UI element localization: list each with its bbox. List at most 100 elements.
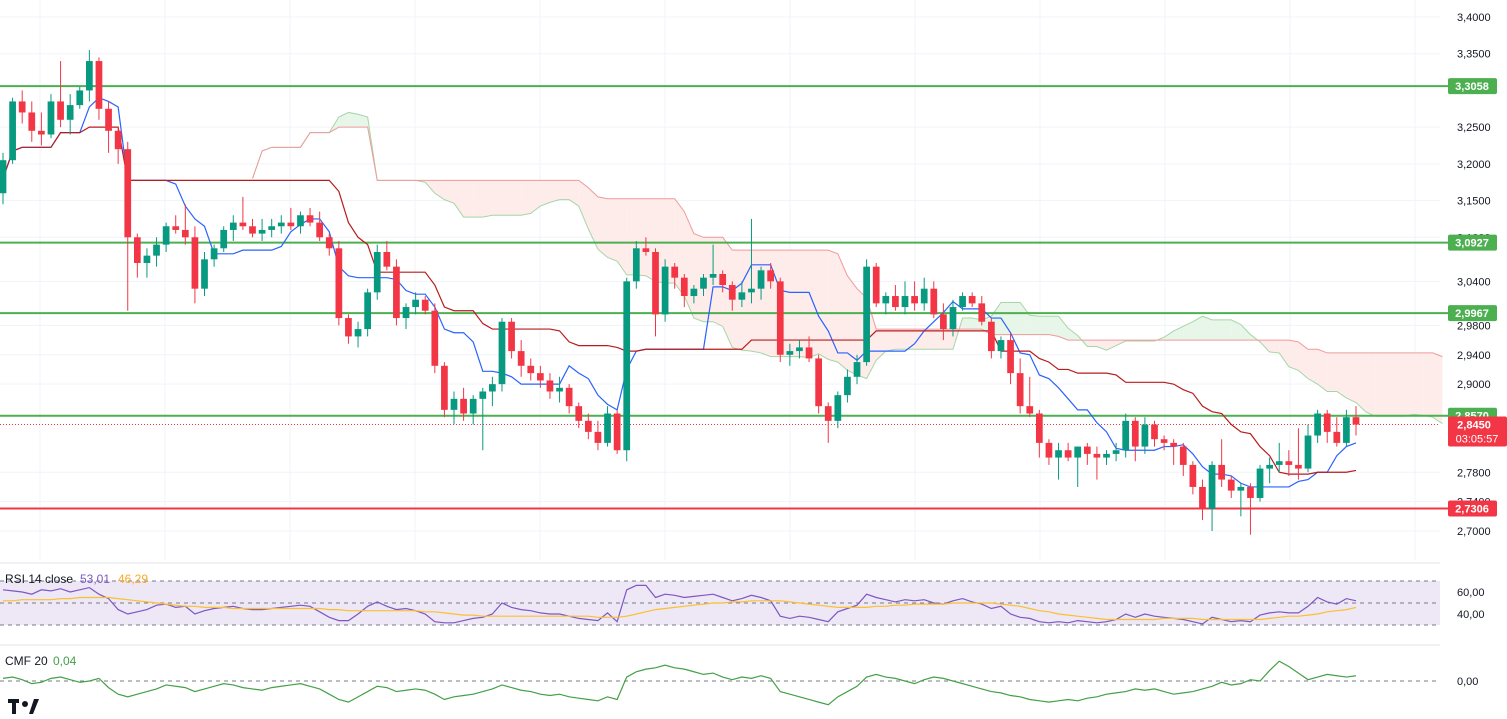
candle[interactable] [623, 277, 631, 462]
candle[interactable] [47, 94, 55, 139]
candle[interactable] [469, 395, 477, 425]
candle[interactable] [1179, 442, 1187, 476]
candle[interactable] [1064, 442, 1072, 462]
candle[interactable] [1122, 413, 1130, 458]
candle[interactable] [1208, 461, 1216, 531]
candle[interactable] [412, 292, 419, 315]
candle[interactable] [901, 281, 909, 315]
candle[interactable] [575, 402, 583, 429]
candle[interactable] [402, 303, 410, 330]
candle[interactable] [613, 409, 621, 454]
candle[interactable] [930, 281, 938, 319]
candle[interactable] [1295, 428, 1302, 480]
candle[interactable] [133, 233, 141, 278]
candle[interactable] [738, 281, 746, 308]
candle[interactable] [1314, 409, 1321, 443]
candle[interactable] [441, 362, 448, 418]
candle[interactable] [1275, 442, 1283, 473]
candle[interactable] [1352, 406, 1360, 436]
candle[interactable] [949, 299, 957, 337]
candle[interactable] [767, 262, 775, 289]
candle[interactable] [690, 285, 698, 304]
candle[interactable] [997, 336, 1005, 359]
candle[interactable] [479, 387, 487, 451]
candle[interactable] [632, 240, 640, 289]
candle[interactable] [824, 402, 832, 443]
candle[interactable] [1131, 417, 1139, 462]
candle[interactable] [556, 376, 563, 403]
candle[interactable] [1304, 424, 1312, 473]
candle[interactable] [700, 274, 707, 297]
candle[interactable] [1218, 439, 1226, 487]
candle[interactable] [652, 248, 659, 337]
candle[interactable] [114, 127, 122, 164]
candle[interactable] [1112, 442, 1120, 462]
candle[interactable] [1074, 446, 1082, 487]
candle[interactable] [489, 376, 496, 407]
candle[interactable] [968, 292, 976, 308]
candle[interactable] [28, 101, 36, 142]
candle[interactable] [642, 237, 650, 256]
candle[interactable] [364, 288, 371, 337]
candle[interactable] [844, 369, 851, 403]
candle[interactable] [373, 244, 381, 300]
candle[interactable] [229, 215, 237, 241]
candle[interactable] [757, 266, 765, 300]
candle[interactable] [393, 259, 400, 326]
candle[interactable] [1016, 358, 1024, 414]
candlestick-series[interactable] [0, 50, 1360, 535]
candle[interactable] [508, 318, 515, 359]
candle[interactable] [76, 86, 84, 109]
candle[interactable] [249, 218, 256, 238]
candle[interactable] [258, 218, 266, 241]
candle[interactable] [38, 112, 45, 146]
candle[interactable] [940, 303, 947, 341]
candle[interactable] [345, 314, 352, 344]
candle[interactable] [0, 152, 7, 205]
candle[interactable] [95, 57, 103, 120]
candle[interactable] [268, 218, 276, 238]
candle[interactable] [220, 226, 228, 252]
candle[interactable] [805, 336, 813, 363]
candle[interactable] [498, 318, 506, 392]
candle[interactable] [584, 413, 592, 440]
candle[interactable] [57, 61, 64, 128]
candle[interactable] [1026, 376, 1034, 418]
candle[interactable] [162, 222, 170, 252]
candle[interactable] [431, 303, 439, 374]
candle[interactable] [517, 340, 525, 377]
candle[interactable] [105, 101, 112, 153]
candle[interactable] [1170, 439, 1178, 465]
candle[interactable] [786, 343, 794, 366]
cmf-pane[interactable]: 0,00 [0, 660, 1478, 706]
candle[interactable] [1266, 457, 1273, 484]
candle[interactable] [210, 244, 218, 267]
candle[interactable] [1343, 409, 1350, 447]
candle[interactable] [201, 251, 208, 297]
candle[interactable] [911, 281, 918, 311]
candle[interactable] [1160, 435, 1168, 451]
candle[interactable] [421, 296, 429, 315]
candle[interactable] [306, 207, 314, 227]
candle[interactable] [1045, 439, 1053, 465]
candle[interactable] [796, 340, 803, 359]
candle[interactable] [1247, 483, 1254, 535]
candle[interactable] [297, 211, 304, 234]
candle[interactable] [882, 292, 890, 315]
candle[interactable] [719, 270, 727, 293]
candle[interactable] [1333, 417, 1341, 447]
candle[interactable] [834, 391, 842, 429]
candle[interactable] [316, 211, 324, 241]
candle[interactable] [671, 262, 679, 289]
candle[interactable] [460, 387, 467, 421]
candle[interactable] [920, 277, 928, 311]
candle[interactable] [9, 97, 16, 164]
candle[interactable] [1103, 450, 1110, 465]
candle[interactable] [172, 215, 180, 234]
candle[interactable] [1199, 479, 1206, 520]
candle[interactable] [1151, 420, 1158, 447]
candle[interactable] [325, 233, 333, 256]
candle[interactable] [546, 373, 554, 399]
